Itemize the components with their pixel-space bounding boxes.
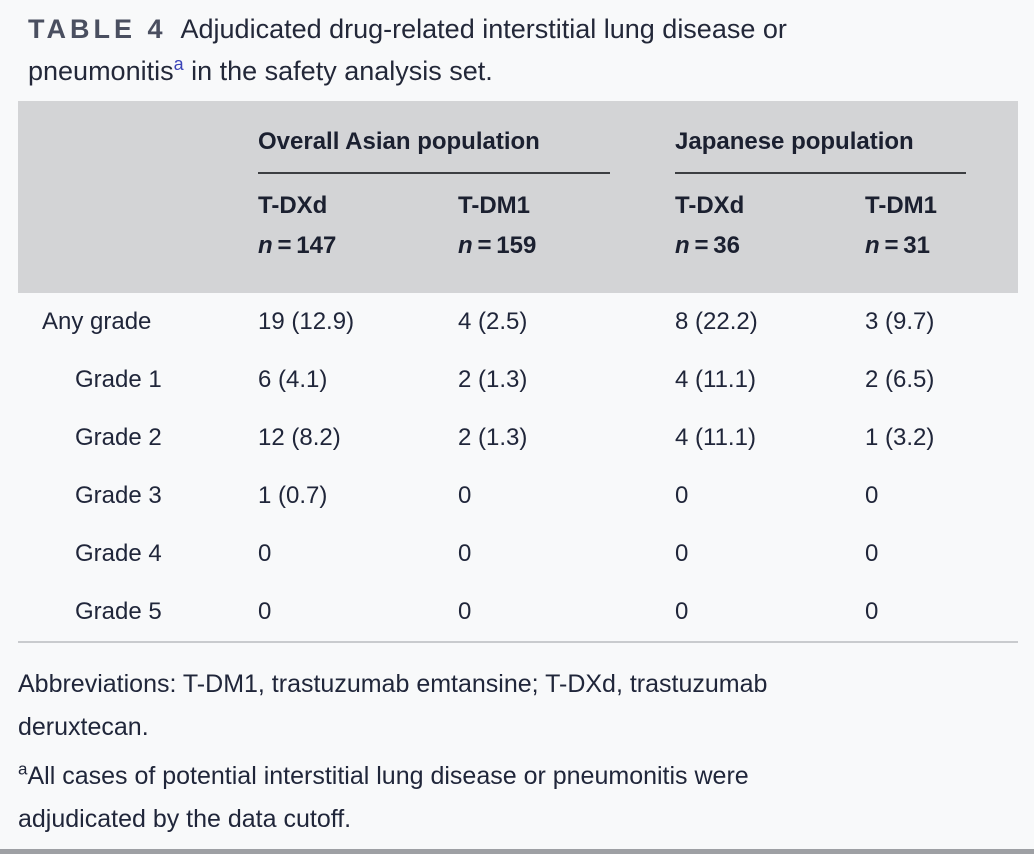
row-label: Grade 4 (75, 540, 162, 567)
cell: 0 (675, 598, 689, 625)
footnote-marker-a: a (173, 54, 184, 74)
abbreviations-line1: Abbreviations: T-DM1, trastuzumab emtans… (18, 670, 768, 698)
cell: 2 (6.5) (865, 366, 935, 393)
table-row-grade-2: Grade 2 12 (8.2) 2 (1.3) 4 (11.1) 1 (3.2… (18, 409, 1018, 467)
cell: 8 (22.2) (675, 308, 758, 335)
footnote-a-marker: a (18, 759, 28, 779)
cell: 1 (3.2) (865, 424, 935, 451)
footnote-a: aAll cases of potential interstitial lun… (18, 755, 1004, 841)
table-row-grade-5: Grade 5 0 0 0 0 (18, 583, 1018, 641)
n-symbol: n (865, 232, 880, 259)
group-header-overall-asian: Overall Asian population (258, 127, 675, 174)
caption-text-line2: pneumonitis (28, 56, 174, 86)
abbreviations-line2: deruxtecan. (18, 713, 149, 741)
cell: 0 (258, 598, 272, 625)
cell: 4 (2.5) (458, 308, 528, 335)
column-header-tdxd-japanese: T-DXd n = 36 (675, 192, 745, 259)
cell: 0 (458, 482, 472, 509)
caption-text-line2-cont: in the safety analysis set. (183, 56, 493, 86)
cell: 6 (4.1) (258, 366, 328, 393)
table-header: Overall Asian population Japanese popula… (18, 101, 1018, 293)
caption-line-1: TABLE 4 Adjudicated drug-related intersti… (28, 8, 1004, 50)
cell: 0 (865, 598, 879, 625)
table-row-grade-4: Grade 4 0 0 0 0 (18, 525, 1018, 583)
table-body: Any grade 19 (12.9) 4 (2.5) 8 (22.2) 3 (… (18, 293, 1018, 641)
cell: 0 (675, 482, 689, 509)
n-value: = 159 (472, 232, 537, 259)
cell: 4 (11.1) (675, 424, 756, 451)
footnote-a-line2: adjudicated by the data cutoff. (18, 805, 352, 833)
group-header-row: Overall Asian population Japanese popula… (18, 127, 1018, 174)
cell: 19 (12.9) (258, 308, 355, 335)
column-header-row: T-DXd n = 147 T-DM1 n = 159 T-DXd n = 36… (18, 191, 1018, 261)
footnote-a-line1: All cases of potential interstitial lung… (27, 762, 749, 790)
table-number-label: TABLE 4 (28, 14, 167, 44)
caption-text-line1: Adjudicated drug-related interstitial lu… (180, 14, 787, 44)
group-header-spacer (18, 127, 258, 174)
cell: 0 (458, 598, 472, 625)
table-bottom-rule (18, 641, 1018, 643)
column-header-tdm1-overall: T-DM1 n = 159 (458, 192, 537, 259)
row-label: Any grade (42, 308, 152, 335)
cell: 4 (11.1) (675, 366, 756, 393)
cell: 0 (865, 482, 879, 509)
n-symbol: n (258, 232, 273, 259)
table-row-grade-1: Grade 1 6 (4.1) 2 (1.3) 4 (11.1) 2 (6.5) (18, 351, 1018, 409)
cell: 0 (675, 540, 689, 567)
row-label: Grade 2 (75, 424, 162, 451)
table-footnotes: Abbreviations: T-DM1, trastuzumab emtans… (18, 663, 1004, 841)
cell: 0 (258, 540, 272, 567)
cell: 3 (9.7) (865, 308, 935, 335)
table-row-grade-3: Grade 3 1 (0.7) 0 0 0 (18, 467, 1018, 525)
n-value: = 147 (272, 232, 337, 259)
cell: 1 (0.7) (258, 482, 328, 509)
cell: 12 (8.2) (258, 424, 341, 451)
cell: 0 (458, 540, 472, 567)
cell: 0 (865, 540, 879, 567)
n-value: = 31 (879, 232, 930, 259)
next-section-edge (0, 849, 1034, 854)
n-symbol: n (458, 232, 473, 259)
cell: 2 (1.3) (458, 424, 528, 451)
n-symbol: n (675, 232, 690, 259)
cell: 2 (1.3) (458, 366, 528, 393)
row-label: Grade 3 (75, 482, 162, 509)
column-header-spacer (18, 191, 258, 261)
row-label: Grade 1 (75, 366, 162, 393)
table-row-any-grade: Any grade 19 (12.9) 4 (2.5) 8 (22.2) 3 (… (18, 293, 1018, 351)
column-header-tdm1-japanese: T-DM1 n = 31 (865, 192, 937, 259)
row-label: Grade 5 (75, 598, 162, 625)
group-header-japanese: Japanese population (675, 127, 1018, 174)
caption-line-2: pneumonitisa in the safety analysis set. (28, 50, 1004, 92)
table-caption: TABLE 4 Adjudicated drug-related intersti… (0, 0, 1034, 92)
column-header-tdxd-overall: T-DXd n = 147 (258, 192, 337, 259)
n-value: = 36 (689, 232, 740, 259)
